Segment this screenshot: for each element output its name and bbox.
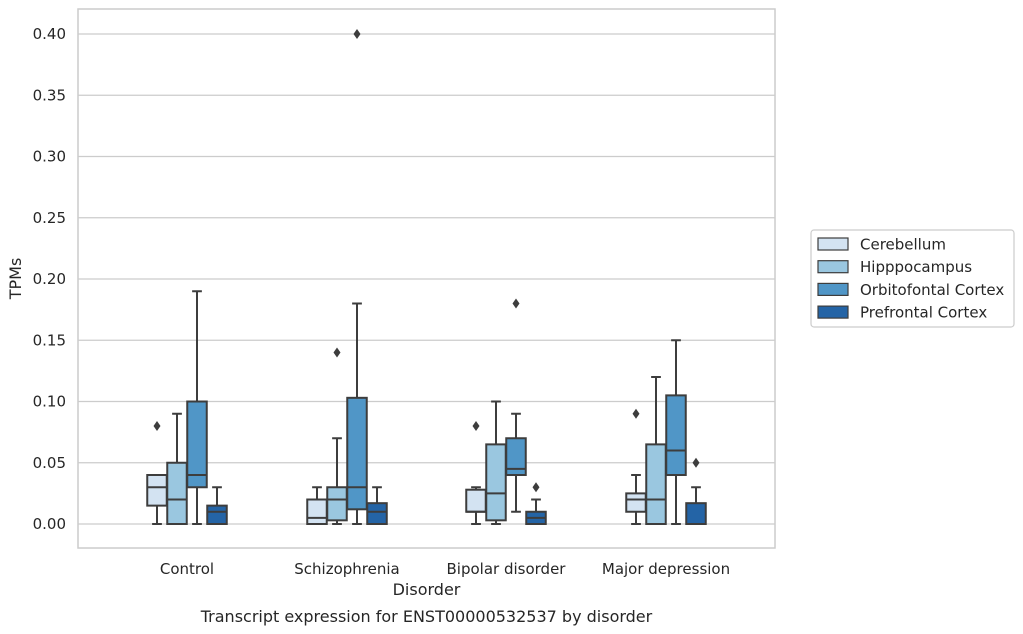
box-iqr — [306, 498, 328, 525]
box-iqr — [326, 486, 348, 522]
y-tick-label: 0.35 — [33, 86, 66, 104]
y-tick-label: 0.15 — [33, 331, 66, 349]
y-tick-label: 0.05 — [33, 454, 66, 472]
legend-label: Hipppocampus — [860, 258, 972, 276]
box-iqr — [206, 504, 228, 525]
box-hipppocampus — [326, 347, 348, 525]
x-axis-label: Disorder — [393, 580, 461, 599]
box-cerebellum — [465, 421, 487, 525]
x-axis-ticks: Control Schizophrenia Bipolar disorder Majo… — [160, 560, 730, 578]
legend-swatch — [817, 237, 849, 251]
legend: Cerebellum Hipppocampus Orbitofontal Corte… — [810, 229, 1015, 328]
x-tick-label: Schizophrenia — [294, 560, 399, 578]
y-tick-label: 0.20 — [33, 270, 66, 288]
box-iqr — [645, 443, 667, 525]
outlier-point — [692, 457, 700, 468]
x-tick-label: Major depression — [602, 560, 730, 578]
box-orbitofontal-cortex — [665, 339, 687, 525]
outlier-point — [532, 482, 540, 493]
box-iqr — [625, 492, 647, 513]
x-tick-label: Control — [160, 560, 214, 578]
box-hipppocampus — [166, 412, 188, 525]
outlier-point — [472, 421, 480, 431]
y-tick-label: 0.10 — [33, 393, 66, 411]
box-iqr — [465, 488, 487, 513]
plot-area-frame — [77, 8, 776, 549]
box-iqr — [665, 394, 687, 476]
legend-label: Cerebellum — [860, 236, 946, 254]
y-tick-label: 0.30 — [33, 148, 66, 166]
box-iqr — [505, 437, 527, 476]
y-tick-label: 0.40 — [33, 25, 66, 43]
box-iqr — [346, 396, 368, 511]
x-tick-label: Bipolar disorder — [447, 560, 567, 578]
outlier-point — [353, 29, 361, 39]
legend-swatch — [817, 260, 849, 274]
outlier-point — [632, 408, 640, 419]
outlier-point — [153, 421, 161, 431]
box-cerebellum — [625, 408, 647, 525]
legend-swatch — [817, 305, 849, 319]
outlier-point — [333, 347, 341, 358]
box-prefrontal-cortex — [525, 482, 547, 525]
box-iqr — [485, 443, 507, 522]
legend-swatch — [817, 282, 849, 296]
box-hipppocampus — [485, 400, 507, 525]
legend-label: Orbitofontal Cortex — [860, 281, 1004, 299]
box-cerebellum — [306, 486, 328, 525]
box-iqr — [166, 461, 188, 525]
chart-caption: Transcript expression for ENST0000053253… — [200, 607, 653, 626]
box-prefrontal-cortex — [366, 486, 388, 525]
legend-frame — [810, 229, 1015, 328]
box-prefrontal-cortex — [206, 486, 228, 525]
y-tick-label: 0.00 — [33, 515, 66, 533]
box-cerebellum — [146, 421, 168, 525]
box-prefrontal-cortex — [685, 457, 707, 525]
box-iqr — [685, 502, 707, 525]
y-tick-label: 0.25 — [33, 209, 66, 227]
boxes — [146, 29, 707, 525]
box-iqr — [146, 474, 168, 507]
y-axis-label: TPMs — [6, 258, 25, 301]
box-orbitofontal-cortex — [346, 29, 368, 525]
box-iqr — [366, 502, 388, 525]
box-orbitofontal-cortex — [505, 298, 527, 513]
legend-label: Prefrontal Cortex — [860, 304, 987, 322]
box-iqr — [186, 400, 208, 489]
outlier-point — [512, 298, 520, 309]
box-hipppocampus — [645, 376, 667, 525]
y-axis-ticks: 0.00 0.05 0.10 0.15 0.20 0.25 0.30 0.35 0.40 — [33, 25, 66, 533]
box-orbitofontal-cortex — [186, 290, 208, 525]
